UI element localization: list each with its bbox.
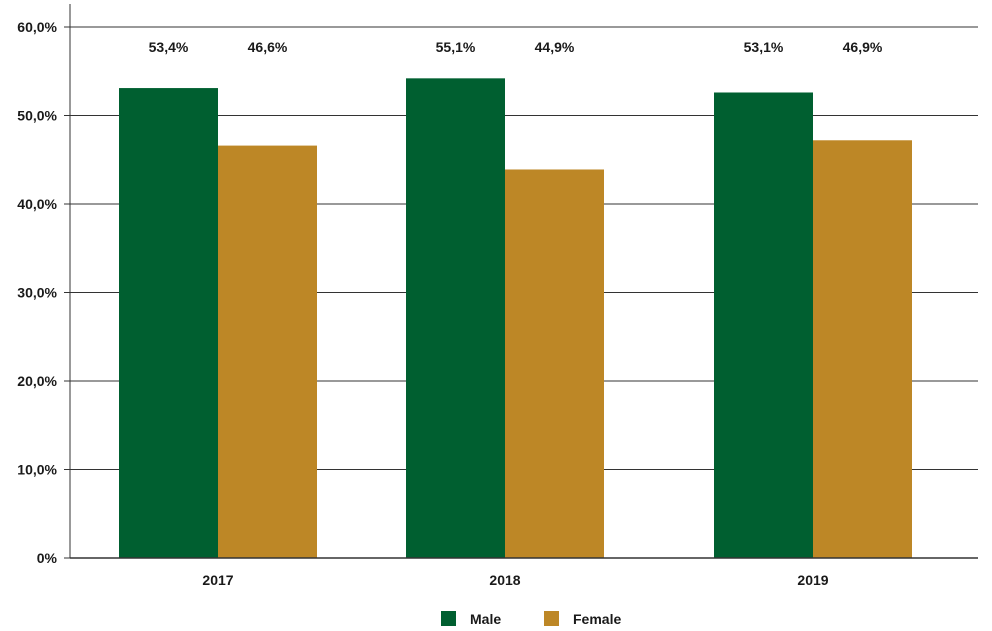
data-label-female-2018: 44,9% (535, 39, 575, 55)
data-label-male-2017: 53,4% (149, 39, 189, 55)
data-label-female-2019: 46,9% (843, 39, 883, 55)
x-axis-category-labels: 2017 2018 2019 (202, 572, 828, 588)
legend-swatch-male (441, 611, 456, 626)
legend-label-female: Female (573, 611, 621, 627)
data-label-female-2017: 46,6% (248, 39, 288, 55)
bar-female-2018 (505, 169, 604, 559)
y-tick-label: 30,0% (17, 285, 57, 301)
bar-female-2017 (218, 145, 317, 558)
x-tick-label-2019: 2019 (797, 572, 828, 588)
bars (119, 78, 912, 559)
bar-male-2018 (406, 78, 505, 558)
x-tick-label-2018: 2018 (489, 572, 520, 588)
y-tick-label: 50,0% (17, 108, 57, 124)
bar-female-2019 (813, 140, 912, 558)
y-tick-label: 40,0% (17, 196, 57, 212)
y-tick-label: 20,0% (17, 373, 57, 389)
legend-swatch-female (544, 611, 559, 626)
y-tick-label: 60,0% (17, 19, 57, 35)
data-label-male-2018: 55,1% (436, 39, 476, 55)
y-tick-label: 10,0% (17, 462, 57, 478)
bar-male-2017 (119, 88, 218, 558)
data-labels: 53,4% 55,1% 53,1% 46,6% 44,9% 46,9% (149, 39, 883, 55)
axes (69, 4, 978, 559)
legend-label-male: Male (470, 611, 501, 627)
y-tick-label: 0% (37, 550, 58, 566)
y-axis-tick-labels: 0% 10,0% 20,0% 30,0% 40,0% 50,0% 60,0% (17, 19, 57, 566)
x-tick-label-2017: 2017 (202, 572, 233, 588)
legend: Male Female (441, 611, 621, 627)
bar-male-2019 (714, 92, 813, 559)
data-label-male-2019: 53,1% (744, 39, 784, 55)
